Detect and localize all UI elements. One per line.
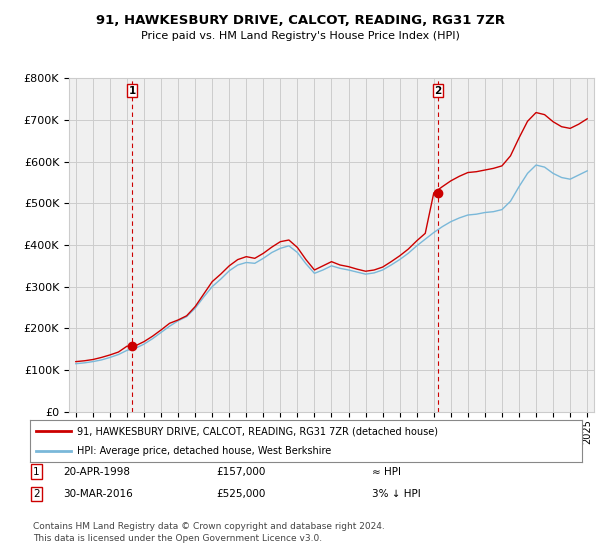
Text: 1: 1 (128, 86, 136, 96)
Text: HPI: Average price, detached house, West Berkshire: HPI: Average price, detached house, West… (77, 446, 331, 456)
Text: £525,000: £525,000 (216, 489, 265, 499)
Text: ≈ HPI: ≈ HPI (372, 466, 401, 477)
Text: Price paid vs. HM Land Registry's House Price Index (HPI): Price paid vs. HM Land Registry's House … (140, 31, 460, 41)
Text: 91, HAWKESBURY DRIVE, CALCOT, READING, RG31 7ZR: 91, HAWKESBURY DRIVE, CALCOT, READING, R… (95, 14, 505, 27)
Text: £157,000: £157,000 (216, 466, 265, 477)
Text: 20-APR-1998: 20-APR-1998 (63, 466, 130, 477)
Text: 2: 2 (434, 86, 442, 96)
Text: 91, HAWKESBURY DRIVE, CALCOT, READING, RG31 7ZR (detached house): 91, HAWKESBURY DRIVE, CALCOT, READING, R… (77, 426, 438, 436)
Text: 30-MAR-2016: 30-MAR-2016 (63, 489, 133, 499)
Text: 3% ↓ HPI: 3% ↓ HPI (372, 489, 421, 499)
Text: 2: 2 (33, 489, 40, 499)
Text: Contains HM Land Registry data © Crown copyright and database right 2024.
This d: Contains HM Land Registry data © Crown c… (33, 522, 385, 543)
Text: 1: 1 (33, 466, 40, 477)
